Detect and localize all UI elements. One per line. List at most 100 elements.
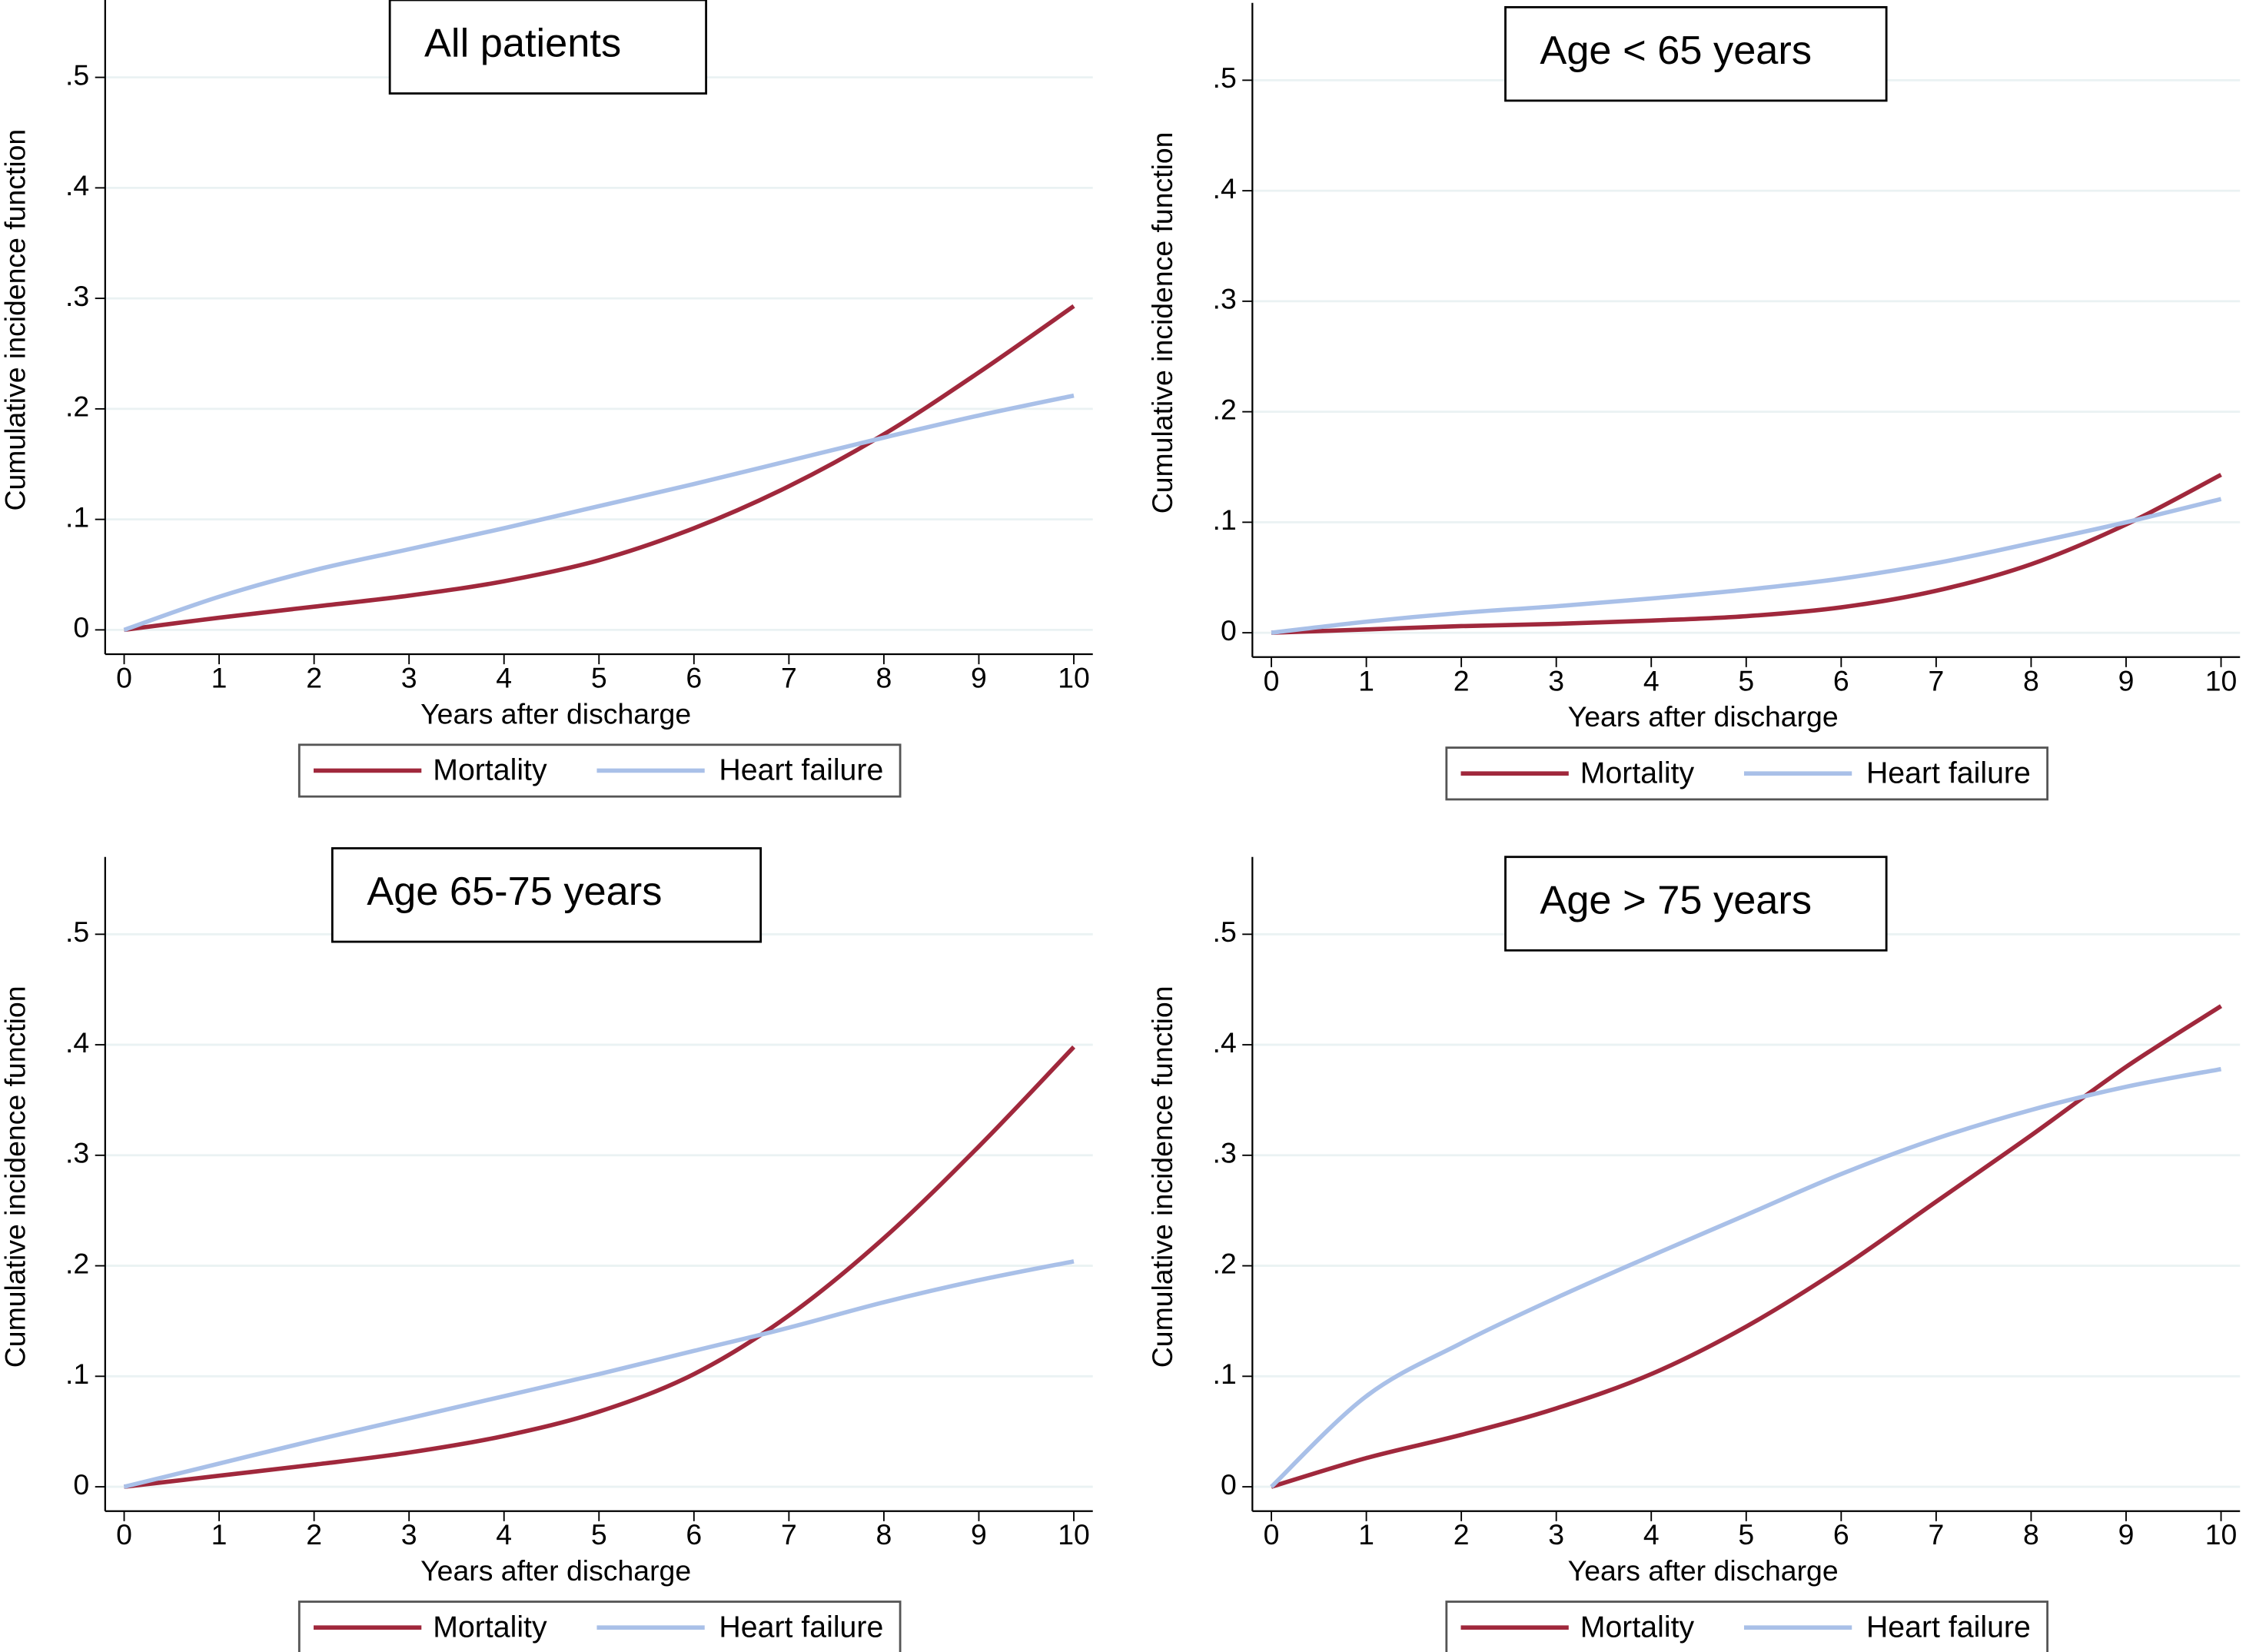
y-tick-label: .1 (1213, 504, 1237, 536)
series-line (123, 1259, 1075, 1489)
y-tick-label: .3 (65, 280, 89, 312)
y-tick-label: .3 (1213, 283, 1237, 315)
x-tick-label: 5 (591, 662, 607, 694)
series-line (1270, 1066, 2222, 1489)
x-tick-label: 0 (116, 1518, 132, 1551)
y-tick-label: 0 (73, 1468, 89, 1501)
series-line (1271, 473, 2222, 635)
x-tick-label: 7 (781, 1518, 797, 1551)
x-tick-label: 2 (306, 662, 322, 694)
y-tick-label: .3 (1213, 1137, 1237, 1169)
x-axis-title: Years after discharge (420, 697, 691, 730)
y-tick-label: .2 (1213, 393, 1237, 425)
y-axis-title: Cumulative incidence function (1146, 132, 1178, 514)
x-tick-label: 6 (686, 1518, 702, 1551)
title-box (1504, 5, 1888, 102)
y-tick-label: .2 (65, 1247, 89, 1279)
chart-title: Age < 65 years (1540, 28, 1812, 73)
x-tick-label: 9 (2118, 664, 2135, 696)
y-tick-label: .5 (1213, 916, 1237, 948)
series-line (1271, 1004, 2223, 1489)
x-tick-label: 0 (1264, 1518, 1280, 1551)
title-box (1504, 856, 1888, 952)
x-axis-title: Years after discharge (420, 1554, 691, 1587)
x-tick-label: 4 (1643, 664, 1660, 696)
series-line (1271, 497, 2222, 635)
x-tick-label: 3 (401, 1518, 417, 1551)
x-tick-label: 3 (401, 662, 417, 694)
x-tick-label: 2 (1454, 664, 1470, 696)
x-tick-label: 5 (591, 1518, 607, 1551)
x-tick-label: 8 (876, 662, 892, 694)
x-tick-label: 0 (116, 662, 132, 694)
panel: 0 .1 .2 .3 .4 .5 0 1 2 3 4 5 6 7 8 9 10 Years after disch… (0, 0, 1093, 798)
y-tick-label: .5 (1213, 61, 1237, 94)
legend-label: Mortality (1580, 1610, 1695, 1644)
x-tick-label: 8 (876, 1518, 892, 1551)
x-tick-label: 1 (211, 1518, 228, 1551)
x-tick-label: 4 (496, 662, 512, 694)
y-tick-label: .3 (65, 1137, 89, 1169)
series-line (124, 304, 1075, 633)
panel: 0 .1 .2 .3 .4 .5 0 1 2 3 4 5 6 7 8 9 10 Years after disch… (1146, 2, 2241, 801)
y-tick-label: .4 (1213, 1026, 1237, 1059)
y-tick-label: .1 (65, 500, 89, 533)
y-tick-label: .4 (65, 169, 89, 201)
x-tick-label: 5 (1738, 1518, 1754, 1551)
y-tick-label: 0 (1221, 1468, 1237, 1501)
series-line (124, 1045, 1076, 1489)
title-box (388, 0, 708, 95)
x-tick-label: 10 (1058, 1518, 1090, 1551)
x-tick-label: 10 (1058, 662, 1090, 694)
x-tick-label: 4 (496, 1518, 512, 1551)
y-tick-label: .1 (65, 1358, 89, 1390)
y-tick-label: 0 (73, 611, 89, 643)
legend-label: Heart failure (1866, 756, 2031, 789)
y-tick-label: .2 (65, 391, 89, 423)
series-line (123, 393, 1075, 633)
y-tick-label: .1 (1213, 1358, 1237, 1390)
x-tick-label: 10 (2205, 1518, 2238, 1551)
x-tick-label: 2 (1454, 1518, 1470, 1551)
panel: 0 .1 .2 .3 .4 .5 0 1 2 3 4 5 6 7 8 9 10 Years after disch… (1146, 856, 2241, 1652)
panel: 0 .1 .2 .3 .4 .5 0 1 2 3 4 5 6 7 8 9 10 Years after disch… (0, 847, 1093, 1652)
x-tick-label: 6 (1833, 1518, 1849, 1551)
y-tick-label: .4 (65, 1026, 89, 1059)
y-axis-title: Cumulative incidence function (0, 986, 32, 1368)
x-tick-label: 1 (1358, 664, 1374, 696)
legend-label: Mortality (433, 1610, 547, 1644)
legend-label: Heart failure (1866, 1610, 2031, 1644)
x-tick-label: 1 (1358, 1518, 1374, 1551)
chart-title: Age 65-75 years (367, 869, 662, 914)
y-tick-label: .5 (65, 58, 89, 91)
y-axis-title: Cumulative incidence function (1146, 986, 1178, 1368)
x-tick-label: 7 (781, 662, 797, 694)
x-tick-label: 4 (1643, 1518, 1660, 1551)
legend-label: Heart failure (719, 1610, 883, 1644)
x-tick-label: 6 (1833, 664, 1849, 696)
x-tick-label: 7 (1928, 1518, 1944, 1551)
x-tick-label: 10 (2205, 664, 2238, 696)
x-tick-label: 5 (1738, 664, 1754, 696)
x-tick-label: 1 (211, 662, 228, 694)
x-tick-label: 8 (2023, 664, 2039, 696)
legend-label: Mortality (433, 753, 547, 787)
y-tick-label: 0 (1221, 614, 1237, 647)
legend-label: Heart failure (719, 753, 883, 787)
x-tick-label: 6 (686, 662, 702, 694)
title-box (331, 847, 763, 943)
x-tick-label: 3 (1548, 664, 1564, 696)
x-tick-label: 0 (1264, 664, 1280, 696)
x-tick-label: 7 (1928, 664, 1944, 696)
chart-title: All patients (424, 22, 621, 66)
x-tick-label: 9 (971, 662, 987, 694)
x-tick-label: 9 (971, 1518, 987, 1551)
x-tick-label: 3 (1548, 1518, 1564, 1551)
x-tick-label: 9 (2118, 1518, 2135, 1551)
x-axis-title: Years after discharge (1568, 1554, 1839, 1587)
y-tick-label: .5 (65, 916, 89, 948)
y-tick-label: .2 (1213, 1247, 1237, 1279)
y-tick-label: .4 (1213, 172, 1237, 204)
x-axis-title: Years after discharge (1568, 700, 1839, 733)
